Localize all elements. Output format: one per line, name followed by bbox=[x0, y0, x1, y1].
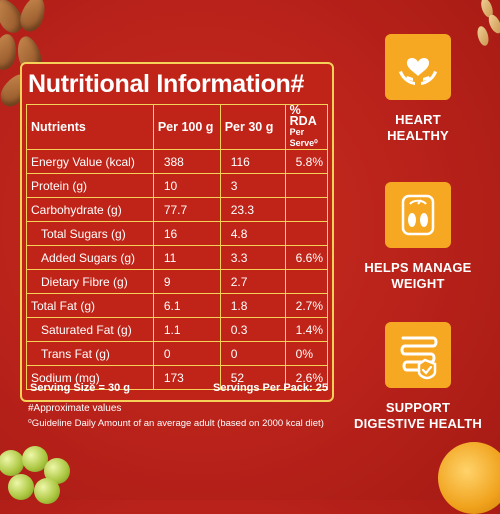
per100-value: 1.1 bbox=[152, 317, 221, 342]
per30-value: 116 bbox=[219, 149, 286, 174]
digestive-icon bbox=[385, 322, 451, 388]
rda-value bbox=[284, 221, 329, 246]
serving-row: Serving Size = 30 g Servings Per Pack: 2… bbox=[30, 382, 328, 394]
benefit-label: SUPPORT DIGESTIVE HEALTH bbox=[348, 400, 488, 432]
table-row: Energy Value (kcal) 388 116 5.8% bbox=[26, 149, 329, 174]
table-row: Saturated Fat (g) 1.1 0.3 1.4% bbox=[26, 317, 329, 342]
nutrient-name: Energy Value (kcal) bbox=[26, 149, 154, 174]
benefit-digestive: SUPPORT DIGESTIVE HEALTH bbox=[348, 322, 488, 432]
header-per-30g: Per 30 g bbox=[219, 104, 286, 150]
benefit-label: HEART HEALTHY bbox=[348, 112, 488, 144]
nutrition-table: Nutrients Per 100 g Per 30 g % RDA Per S… bbox=[26, 103, 329, 390]
per100-value: 173 bbox=[152, 365, 221, 390]
benefit-label-line1: HELPS MANAGE bbox=[364, 260, 472, 275]
benefit-label-line2: DIGESTIVE HEALTH bbox=[354, 416, 482, 431]
nutrient-name: Protein (g) bbox=[26, 173, 154, 198]
nutrition-panel: Nutritional Information# Nutrients Per 1… bbox=[20, 62, 334, 402]
per100-value: 10 bbox=[152, 173, 221, 198]
table-row: Total Fat (g) 6.1 1.8 2.7% bbox=[26, 293, 329, 318]
nutrient-name: Sodium (mg) bbox=[26, 365, 154, 390]
per30-value: 3.3 bbox=[219, 245, 286, 270]
nutrient-name: Carbohydrate (g) bbox=[26, 197, 154, 222]
weighing-scale-icon bbox=[385, 182, 451, 248]
per30-value: 0 bbox=[219, 341, 286, 366]
benefit-heart-healthy: HEART HEALTHY bbox=[348, 34, 488, 144]
nutrient-name: Added Sugars (g) bbox=[26, 245, 154, 270]
rda-value: 6.6% bbox=[284, 245, 329, 270]
rda-value bbox=[284, 197, 329, 222]
nutrient-name: Total Sugars (g) bbox=[26, 221, 154, 246]
nutrient-name: Total Fat (g) bbox=[26, 293, 154, 318]
rda-value: 2.6% bbox=[284, 365, 329, 390]
header-rda-sub: Per Serve⁰ bbox=[289, 127, 318, 148]
table-row: Added Sugars (g) 11 3.3 6.6% bbox=[26, 245, 329, 270]
grapes-decoration bbox=[0, 444, 74, 506]
rda-value: 5.8% bbox=[284, 149, 329, 174]
per30-value: 4.8 bbox=[219, 221, 286, 246]
rda-value: 2.7% bbox=[284, 293, 329, 318]
per100-value: 388 bbox=[152, 149, 221, 174]
benefit-label-line2: HEALTHY bbox=[387, 128, 449, 143]
benefit-weight: HELPS MANAGE WEIGHT bbox=[348, 182, 488, 292]
per100-value: 11 bbox=[152, 245, 221, 270]
panel-footer: Serving Size = 30 g Servings Per Pack: 2… bbox=[30, 382, 328, 394]
servings-per-pack: Servings Per Pack: 25 bbox=[213, 382, 328, 394]
per100-value: 16 bbox=[152, 221, 221, 246]
table-row: Total Sugars (g) 16 4.8 bbox=[26, 221, 329, 246]
per30-value: 1.8 bbox=[219, 293, 286, 318]
header-per-100g: Per 100 g bbox=[152, 104, 221, 150]
table-row: Trans Fat (g) 0 0 0% bbox=[26, 341, 329, 366]
rda-value: 0% bbox=[284, 341, 329, 366]
nutrient-name: Dietary Fibre (g) bbox=[26, 269, 154, 294]
header-nutrients: Nutrients bbox=[26, 104, 154, 150]
header-rda: % RDA Per Serve⁰ bbox=[284, 103, 329, 150]
per100-value: 9 bbox=[152, 269, 221, 294]
per30-value: 3 bbox=[219, 173, 286, 198]
benefit-label: HELPS MANAGE WEIGHT bbox=[348, 260, 488, 292]
honey-decoration bbox=[438, 442, 500, 514]
per100-value: 77.7 bbox=[152, 197, 221, 222]
panel-title: Nutritional Information# bbox=[28, 70, 305, 98]
benefit-label-line1: HEART bbox=[395, 112, 441, 127]
benefit-label-line1: SUPPORT bbox=[385, 400, 451, 415]
serving-size: Serving Size = 30 g bbox=[30, 382, 130, 394]
nutrient-name: Saturated Fat (g) bbox=[26, 317, 154, 342]
approx-note: #Approximate values bbox=[28, 403, 122, 414]
per100-value: 6.1 bbox=[152, 293, 221, 318]
rda-value bbox=[284, 173, 329, 198]
per30-value: 23.3 bbox=[219, 197, 286, 222]
benefit-label-line2: WEIGHT bbox=[391, 276, 445, 291]
table-row: Protein (g) 10 3 bbox=[26, 173, 329, 198]
header-rda-label: % RDA bbox=[289, 103, 317, 128]
guideline-note: ⁰Guideline Daily Amount of an average ad… bbox=[28, 418, 324, 429]
per30-value: 2.7 bbox=[219, 269, 286, 294]
rda-value bbox=[284, 269, 329, 294]
per30-value: 0.3 bbox=[219, 317, 286, 342]
rda-value: 1.4% bbox=[284, 317, 329, 342]
per100-value: 0 bbox=[152, 341, 221, 366]
nutrient-name: Trans Fat (g) bbox=[26, 341, 154, 366]
table-row: Sodium (mg) 173 52 2.6% bbox=[26, 365, 329, 390]
table-header-row: Nutrients Per 100 g Per 30 g % RDA Per S… bbox=[26, 103, 329, 150]
table-row: Carbohydrate (g) 77.7 23.3 bbox=[26, 197, 329, 222]
heart-hands-icon bbox=[385, 34, 451, 100]
table-row: Dietary Fibre (g) 9 2.7 bbox=[26, 269, 329, 294]
